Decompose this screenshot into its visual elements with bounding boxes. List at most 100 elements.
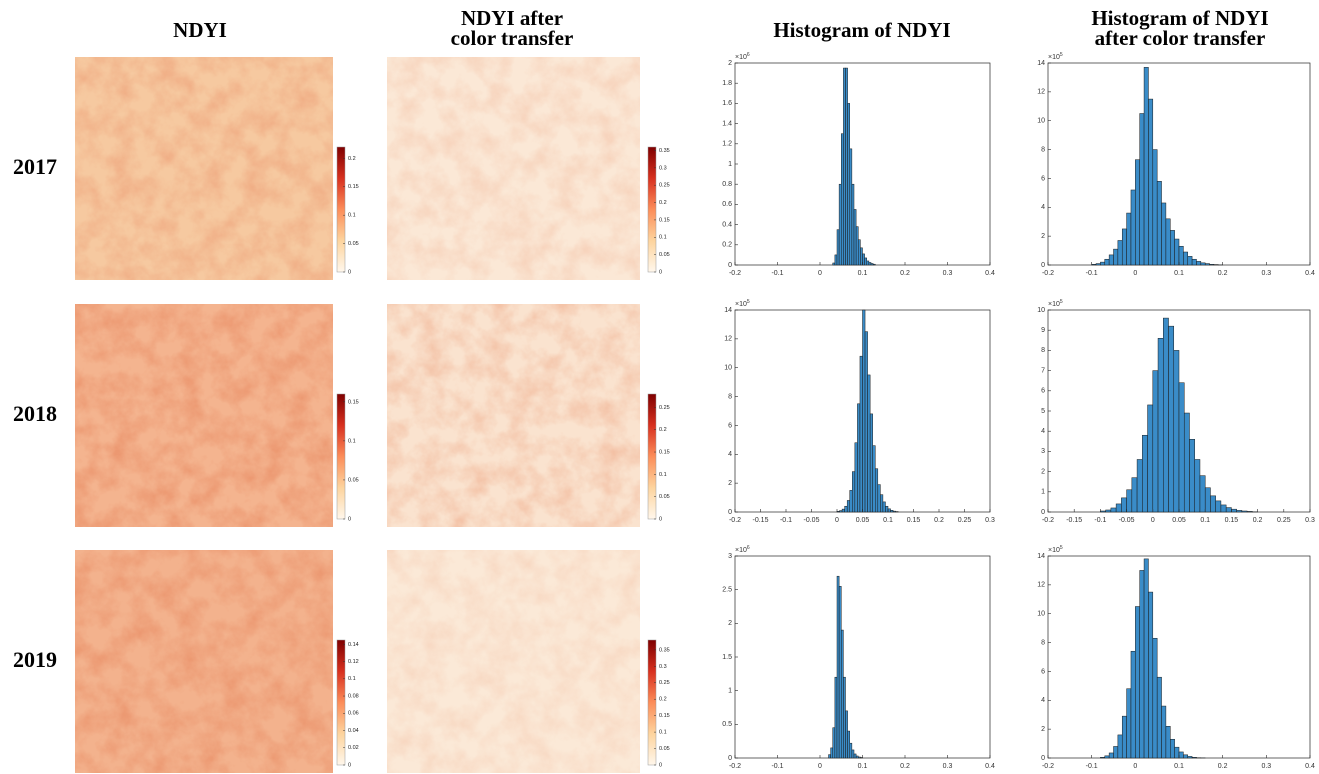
histogram-bar [1187,256,1193,266]
histogram-bar [877,484,881,513]
histogram-bar [1168,325,1175,513]
y-multiplier: ×106 [735,52,750,61]
x-tick-label: 0.3 [1305,517,1315,524]
x-tick-label: -0.15 [1066,517,1082,524]
histogram-bar [1178,382,1185,513]
colorbar-tick-label: 0.1 [348,213,356,219]
histogram-bar [1191,258,1197,266]
x-tick-label: -0.2 [729,270,741,277]
histogram-bar [1121,715,1127,759]
x-tick-label: 0.2 [1253,517,1263,524]
histogram-bar [887,508,891,513]
histogram-bar [1210,495,1216,513]
colorbar [336,639,346,766]
column-title: after color transfer [1095,26,1266,50]
histogram-bar [1100,757,1106,759]
histogram-bar [1178,245,1184,266]
histogram-bar [1152,370,1159,513]
histogram-bar [1126,688,1132,759]
colorbar-tick-label: 0.05 [348,241,359,247]
x-tick-label: 0.25 [958,517,972,524]
colorbar-tick-label: 0.15 [659,449,670,455]
histogram-bar [1161,202,1167,266]
y-tick-label: 4 [1041,428,1045,435]
histogram-bar [1194,459,1201,513]
histogram-bar [1126,489,1133,513]
y-tick-label: 8 [1041,146,1045,153]
histogram-bar [845,67,848,266]
histogram-bar [853,753,857,759]
x-tick-label: 0.3 [1261,270,1271,277]
histogram-bar [1156,676,1162,759]
histogram-bar [1199,475,1206,513]
y-tick-label: 2 [728,620,732,627]
colorbar [647,146,657,273]
column-title: Histogram of NDYI [773,18,950,42]
histogram-bar [1110,507,1117,513]
colorbar-tick-label: 0.04 [348,728,359,734]
y-tick-label: 1.8 [722,80,732,87]
axes-box [734,555,991,759]
x-tick-label: -0.1 [771,270,783,277]
histogram-bar [1152,637,1158,759]
histogram-bar [1136,459,1143,513]
y-multiplier: ×105 [735,299,750,308]
histogram-bar [851,183,855,266]
histogram-bar [1170,738,1175,759]
y-tick-label: 4 [1041,697,1045,704]
histogram-bar [1104,258,1110,266]
colorbar-tick-label: 0 [348,762,351,768]
colorbar-tick-label: 0.05 [348,477,359,483]
histogram-bar [843,676,846,759]
histogram-bar [1183,412,1190,513]
y-tick-label: 12 [1037,89,1045,96]
x-tick-label: 0.15 [1225,517,1239,524]
y-tick-label: 6 [1041,175,1045,182]
histogram-bar [843,67,846,266]
histogram-bar [1147,404,1154,513]
histogram-bar [836,575,840,759]
histogram-bar [845,710,848,759]
histogram-bar [1189,439,1195,513]
y-tick-label: 12 [724,336,732,343]
histogram-bar [858,239,861,266]
y-tick-label: 8 [728,393,732,400]
x-tick-label: -0.1 [780,517,792,524]
x-tick-label: -0.1 [1086,763,1098,770]
histogram-bar [1100,261,1106,266]
axes-box [1047,62,1311,266]
histogram-bar [1115,503,1122,513]
histogram-bar [838,183,842,266]
histogram-bar [1173,350,1180,513]
colorbar-tick-label: 0 [659,516,662,522]
histogram-bar [849,148,853,266]
y-tick-label: 1 [1041,489,1045,496]
histogram-bar [1157,338,1164,513]
histogram-bar [1121,228,1127,266]
column-title: color transfer [451,26,574,50]
x-tick-label: 0.2 [900,270,910,277]
y-tick-label: 1 [728,161,732,168]
x-tick-label: 0.15 [907,517,921,524]
histogram-bar [860,757,863,759]
y-tick-label: 6 [1041,668,1045,675]
map-texture [387,550,640,773]
histogram-bar [828,754,831,759]
x-tick-label: 0.3 [985,517,995,524]
multiplier-base: ×10 [1048,54,1060,61]
x-tick-label: 0.4 [985,270,995,277]
histogram-bar [1170,230,1175,266]
histogram-bar [1178,751,1184,759]
multiplier-exponent: 5 [1060,52,1063,58]
colorbar-tick-label: 0.02 [348,745,359,751]
histogram-bar [1231,508,1237,513]
y-tick-label: 8 [1041,639,1045,646]
y-tick-label: 14 [1037,553,1045,560]
y-tick-label: 3 [1041,448,1045,455]
colorbar [336,146,346,273]
x-tick-label: 0.1 [1174,763,1184,770]
x-tick-label: 0.3 [943,270,953,277]
x-tick-label: 0.2 [934,517,944,524]
y-tick-label: 14 [1037,60,1045,67]
y-tick-label: 9 [1041,327,1045,334]
